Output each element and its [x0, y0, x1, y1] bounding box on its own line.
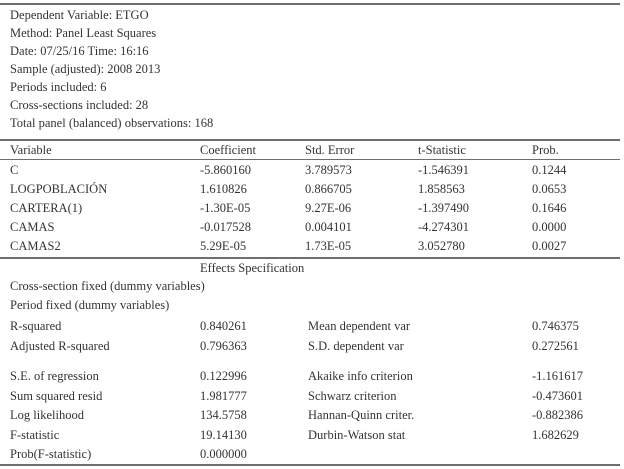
stat-value: 0.796363	[200, 339, 247, 353]
std-error-value: 9.27E-06	[305, 201, 352, 215]
stat-row: Sum squared resid 1.981777 Schwarz crite…	[0, 386, 620, 406]
stat-value: 1.682629	[532, 428, 579, 442]
method: Method: Panel Least Squares	[10, 26, 157, 40]
prob-value: 0.0000	[532, 220, 567, 234]
std-error-value: 1.73E-05	[305, 239, 352, 253]
stat-value: 0.746375	[532, 319, 579, 333]
bottom-rule	[0, 464, 620, 466]
coefficient-value: -5.860160	[200, 163, 252, 177]
column-header-rule	[0, 159, 620, 160]
dependent-variable: Dependent Variable: ETGO	[10, 8, 149, 22]
period-fixed: Period fixed (dummy variables)	[10, 298, 170, 312]
stat-row: Adjusted R-squared 0.796363 S.D. depende…	[0, 336, 620, 356]
coefficient-value: 5.29E-05	[200, 239, 247, 253]
cross-sections-included: Cross-sections included: 28	[10, 98, 149, 112]
stat-label: Adjusted R-squared	[10, 339, 110, 353]
sample: Sample (adjusted): 2008 2013	[10, 62, 161, 76]
table-row: CAMAS2 5.29E-05 1.73E-05 3.052780 0.0027	[0, 236, 620, 256]
stat-value: -1.161617	[532, 369, 584, 383]
std-error-value: 3.789573	[305, 163, 352, 177]
table-row: LOGPOBLACIÓN 1.610826 0.866705 1.858563 …	[0, 179, 620, 199]
t-statistic-value: 3.052780	[418, 239, 465, 253]
top-rule	[0, 3, 620, 5]
stat-label: Durbin-Watson stat	[308, 428, 406, 442]
header-rule	[0, 139, 620, 141]
stat-value: -0.882386	[532, 408, 584, 422]
variable-name: C	[10, 163, 19, 177]
stat-row: F-statistic 19.14130 Durbin-Watson stat …	[0, 425, 620, 445]
t-statistic-value: -1.397490	[418, 201, 470, 215]
col-coefficient: Coefficient	[200, 143, 256, 157]
stat-value: 0.122996	[200, 369, 247, 383]
stat-label: S.E. of regression	[10, 369, 99, 383]
coefficient-value: 1.610826	[200, 182, 247, 196]
stat-value: 0.000000	[200, 447, 247, 461]
prob-value: 0.0653	[532, 182, 567, 196]
total-observations: Total panel (balanced) observations: 168	[10, 116, 214, 130]
stat-label: S.D. dependent var	[308, 339, 404, 353]
stat-value: 1.981777	[200, 389, 247, 403]
stat-label: Mean dependent var	[308, 319, 411, 333]
table-row: C -5.860160 3.789573 -1.546391 0.1244	[0, 160, 620, 180]
cross-section-fixed: Cross-section fixed (dummy variables)	[10, 279, 205, 293]
stat-value: -0.473601	[532, 389, 584, 403]
stat-row: R-squared 0.840261 Mean dependent var 0.…	[0, 316, 620, 336]
variable-name: CARTERA(1)	[10, 201, 83, 215]
col-std-error: Std. Error	[305, 143, 355, 157]
variable-name: CAMAS	[10, 220, 55, 234]
t-statistic-value: -4.274301	[418, 220, 470, 234]
periods-included: Periods included: 6	[10, 80, 107, 94]
std-error-value: 0.866705	[305, 182, 352, 196]
variable-name: LOGPOBLACIÓN	[10, 182, 108, 196]
prob-value: 0.0027	[532, 239, 567, 253]
table-row: CARTERA(1) -1.30E-05 9.27E-06 -1.397490 …	[0, 198, 620, 218]
stat-row: S.E. of regression 0.122996 Akaike info …	[0, 366, 620, 386]
stat-row: Prob(F-statistic) 0.000000	[0, 444, 620, 464]
stat-value: 0.840261	[200, 319, 247, 333]
col-prob: Prob.	[532, 143, 559, 157]
stat-label: Schwarz criterion	[308, 389, 397, 403]
stat-label: Sum squared resid	[10, 389, 103, 403]
col-t-statistic: t-Statistic	[418, 143, 466, 157]
t-statistic-value: -1.546391	[418, 163, 470, 177]
stat-label: Prob(F-statistic)	[10, 447, 92, 461]
stat-label: R-squared	[10, 319, 62, 333]
col-variable: Variable	[10, 143, 52, 157]
stat-label: Hannan-Quinn criter.	[308, 408, 415, 422]
prob-value: 0.1244	[532, 163, 567, 177]
date-time: Date: 07/25/16 Time: 16:16	[10, 44, 149, 58]
coefficient-value: -0.017528	[200, 220, 252, 234]
std-error-value: 0.004101	[305, 220, 352, 234]
table-header-row: Variable Coefficient Std. Error t-Statis…	[0, 140, 620, 160]
t-statistic-value: 1.858563	[418, 182, 465, 196]
stat-value: 0.272561	[532, 339, 579, 353]
stat-value: 134.5758	[200, 408, 247, 422]
prob-value: 0.1646	[532, 201, 567, 215]
coefficient-value: -1.30E-05	[200, 201, 251, 215]
table-row: CAMAS -0.017528 0.004101 -4.274301 0.000…	[0, 217, 620, 237]
effects-title: Effects Specification	[200, 261, 305, 275]
stat-label: Log likelihood	[10, 408, 84, 422]
stat-label: Akaike info criterion	[308, 369, 413, 383]
coefficient-table-rule	[0, 257, 620, 259]
stat-label: F-statistic	[10, 428, 60, 442]
variable-name: CAMAS2	[10, 239, 61, 253]
stat-row: Log likelihood 134.5758 Hannan-Quinn cri…	[0, 405, 620, 425]
stat-value: 19.14130	[200, 428, 247, 442]
